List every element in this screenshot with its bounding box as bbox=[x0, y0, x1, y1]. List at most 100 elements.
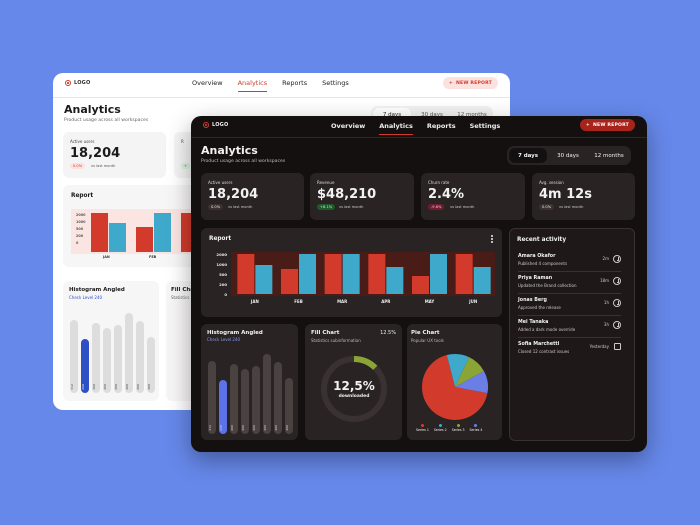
light-hist-bar-4: 400 bbox=[103, 328, 111, 393]
pie-slice bbox=[446, 354, 470, 387]
kpi-churn-rate: Churn rate 2.4% -9.6% vs last month bbox=[421, 173, 525, 220]
new-report-button[interactable]: + NEW REPORT bbox=[579, 119, 635, 131]
report-ytick: 1000 bbox=[216, 262, 227, 267]
histogram-bar: 400 bbox=[274, 362, 282, 434]
report-card: Report 2000 1000 500 200 0 JAN FEB MAR APR MAY JU… bbox=[201, 228, 502, 317]
nav-settings[interactable]: Settings bbox=[469, 122, 501, 130]
histogram-bar: 400 bbox=[230, 364, 238, 434]
histogram-bar-label: 400 bbox=[263, 425, 267, 431]
nav-overview[interactable]: Overview bbox=[192, 79, 223, 87]
report-category-label: APR bbox=[381, 299, 390, 304]
light-bar-feb-1 bbox=[136, 227, 153, 252]
report-bar bbox=[237, 254, 255, 294]
dark-logo[interactable]: LOGO bbox=[203, 122, 228, 128]
page-subtitle: Product usage across all workspaces bbox=[201, 159, 286, 164]
plus-icon: + bbox=[585, 122, 590, 128]
light-new-report-button[interactable]: + NEW REPORT bbox=[442, 77, 498, 89]
plus-icon: + bbox=[448, 80, 453, 86]
histogram-bar: 312 bbox=[208, 361, 216, 434]
range-7-days[interactable]: 7 days bbox=[509, 148, 547, 163]
histogram-card: Histogram Angled Check Level 240 312 240 4… bbox=[201, 324, 298, 440]
histogram-bar-label: 400 bbox=[230, 425, 234, 431]
report-bar bbox=[455, 254, 473, 294]
histogram-bar: 240 bbox=[219, 380, 227, 434]
nav-reports[interactable]: Reports bbox=[282, 79, 308, 87]
histogram-bar: 400 bbox=[252, 366, 260, 434]
nav-analytics[interactable]: Analytics bbox=[379, 122, 413, 135]
histogram-bar: 400 bbox=[241, 369, 249, 434]
clock-icon bbox=[613, 277, 621, 285]
histogram-bar: 400 bbox=[285, 378, 293, 434]
fill-chart-card: Fill Chart 12.5% Statistics subinformati… bbox=[305, 324, 402, 440]
light-hist-bar-8: 400 bbox=[147, 337, 155, 393]
legend-series-4: Series 4 bbox=[470, 424, 482, 432]
report-ytick: 200 bbox=[219, 282, 227, 287]
report-bar bbox=[299, 254, 316, 294]
calendar-icon bbox=[614, 343, 621, 350]
histogram-bar-label: 312 bbox=[208, 425, 212, 431]
kpi-active-users: Active users 18,204 0.0% vs last month bbox=[201, 173, 304, 220]
divider bbox=[191, 137, 647, 138]
light-hist-bar-1: 312 bbox=[70, 320, 78, 393]
page-subtitle: Product usage across all workspaces bbox=[64, 118, 149, 123]
nav-overview[interactable]: Overview bbox=[331, 122, 366, 130]
range-12-months[interactable]: 12 months bbox=[594, 152, 624, 159]
report-bar bbox=[430, 254, 447, 294]
light-bar-jan-1 bbox=[91, 213, 108, 252]
histogram-bar: 400 bbox=[263, 354, 271, 434]
light-bar-jan-2 bbox=[109, 223, 126, 252]
recent-activity-card: Recent activity Amara Okafor Published 4… bbox=[509, 228, 635, 441]
activity-item[interactable]: Priya Raman Updated the Brand collection… bbox=[518, 273, 621, 294]
nav-settings[interactable]: Settings bbox=[322, 79, 349, 87]
histogram-bar-label: 400 bbox=[285, 425, 289, 431]
fill-donut bbox=[321, 356, 387, 422]
nav-analytics[interactable]: Analytics bbox=[237, 79, 268, 92]
logo-text: LOGO bbox=[74, 80, 91, 86]
histogram-bar-label: 400 bbox=[274, 425, 278, 431]
report-bar bbox=[255, 265, 273, 294]
report-bar bbox=[324, 254, 342, 294]
report-ytick: 0 bbox=[224, 292, 227, 297]
activity-item[interactable]: Mei Tanaka Added a dark mode override 3h bbox=[518, 317, 621, 338]
kpi-revenue: Revenue $48,210 +8.1% vs last month bbox=[310, 173, 414, 220]
range-12-months[interactable]: 12 months bbox=[457, 111, 487, 118]
light-nav: Overview Analytics Reports Settings bbox=[192, 79, 349, 92]
clock-icon bbox=[613, 321, 621, 329]
light-report-card: Report 2000 1000 500 200 0 JAN FEB bbox=[63, 185, 233, 267]
donut-fill-arc bbox=[321, 356, 387, 422]
report-ytick: 2000 bbox=[216, 252, 227, 257]
divider bbox=[53, 97, 510, 98]
light-logo[interactable]: LOGO bbox=[65, 80, 90, 86]
pie-legend: Series 1 Series 2 Series 3 Series 4 bbox=[416, 424, 482, 432]
light-hist-bar-7: 400 bbox=[136, 321, 144, 393]
activity-item[interactable]: Amara Okafor Published 4 components 2m bbox=[518, 251, 621, 272]
fill-center-label: downloaded bbox=[338, 394, 370, 399]
range-30-days[interactable]: 30 days bbox=[421, 111, 443, 118]
report-category-label: MAR bbox=[337, 299, 347, 304]
report-bar bbox=[342, 254, 360, 294]
range-tabs: 7 days 30 days 12 months bbox=[507, 146, 631, 165]
report-category-label: JAN bbox=[250, 299, 259, 304]
light-hist-bar-3: 400 bbox=[92, 323, 100, 393]
page-title: Analytics bbox=[201, 144, 258, 157]
report-bar bbox=[412, 276, 429, 294]
fill-center-value: 12,5% bbox=[333, 379, 375, 393]
pie-chart bbox=[422, 354, 488, 420]
report-category-label: FEB bbox=[294, 299, 303, 304]
legend-series-1: Series 1 bbox=[416, 424, 429, 432]
pie-slice bbox=[455, 357, 484, 387]
light-histogram-card: Histogram Angled Check Level 240 312 240… bbox=[63, 281, 159, 401]
light-kpi-active-users: Active users 18,204 0.0% vs last month bbox=[63, 132, 166, 178]
report-category-label: JUN bbox=[468, 299, 477, 304]
legend-series-2: Series 2 bbox=[434, 424, 447, 432]
logo-icon bbox=[203, 122, 209, 128]
report-bar bbox=[386, 267, 404, 294]
report-bar bbox=[473, 267, 491, 294]
range-30-days[interactable]: 30 days bbox=[557, 152, 579, 159]
nav-reports[interactable]: Reports bbox=[426, 122, 456, 130]
light-hist-bar-6: 400 bbox=[125, 313, 133, 393]
activity-item[interactable]: Sofia Marchetti Closed 12 contrast issue… bbox=[518, 339, 621, 359]
more-vertical-icon[interactable] bbox=[491, 235, 494, 243]
activity-item[interactable]: Jonas Berg Approved the release 1h bbox=[518, 295, 621, 316]
